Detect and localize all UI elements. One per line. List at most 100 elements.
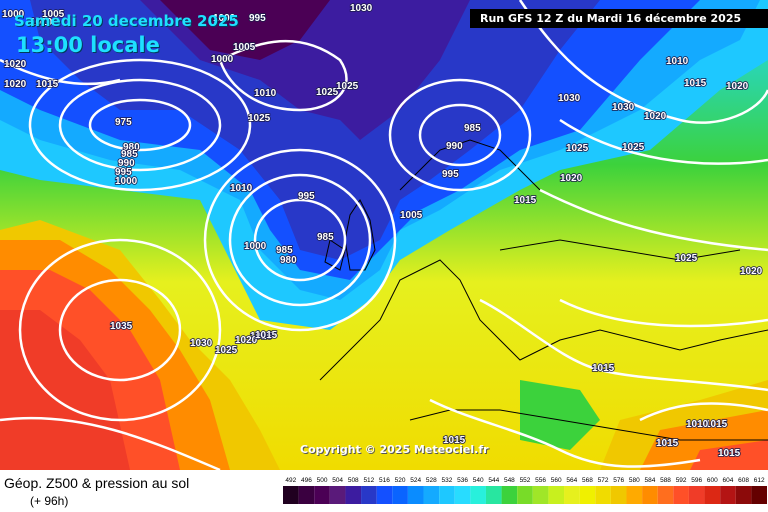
isobar-label: 995 [442, 169, 459, 180]
legend-footer: Géop. Z500 & pression au sol (+ 96h) 492… [0, 470, 768, 512]
isobar-label: 1005 [400, 210, 423, 221]
scale-value-label: 600 [707, 477, 718, 484]
isobar-label: 1020 [4, 59, 27, 70]
scale-swatch [423, 486, 440, 504]
isobar-label: 1020 [4, 79, 27, 90]
isobar-label: 975 [115, 117, 132, 128]
isobar-label: 1015 [443, 435, 466, 446]
scale-value-label: 548 [504, 477, 515, 484]
isobar-label: 1000 [211, 54, 234, 65]
isobar-label: 1025 [336, 81, 359, 92]
scale-swatch [657, 486, 674, 504]
scale-swatch [314, 486, 330, 504]
isobar-label: 1015 [514, 195, 537, 206]
scale-value-label: 604 [723, 477, 734, 484]
scale-swatch [626, 486, 643, 504]
scale-value-label: 612 [754, 477, 765, 484]
forecast-offset: (+ 96h) [30, 494, 69, 508]
scale-swatch [283, 486, 299, 504]
scale-value-label: 508 [348, 477, 359, 484]
scale-swatch [376, 486, 393, 504]
isobar-label: 1015 [36, 79, 59, 90]
scale-swatch [501, 486, 518, 504]
scale-swatch [735, 486, 752, 504]
scale-value-label: 580 [629, 477, 640, 484]
isobar-label: 1030 [558, 93, 581, 104]
isobar-label: 995 [115, 167, 132, 178]
isobar-label: 1025 [675, 253, 698, 264]
isobar-label: 980 [280, 255, 297, 266]
scale-swatch [298, 486, 315, 504]
isobar-label: 1010 [666, 56, 689, 67]
scale-value-label: 588 [660, 477, 671, 484]
scale-value-label: 496 [301, 477, 312, 484]
scale-value-label: 552 [520, 477, 531, 484]
scale-swatch [392, 486, 408, 504]
scale-swatch [673, 486, 689, 504]
isobar-label: 1020 [560, 173, 583, 184]
scale-value-label: 592 [676, 477, 687, 484]
isobar-label: 1015 [250, 331, 273, 342]
scale-value-label: 568 [582, 477, 593, 484]
scale-value-label: 504 [332, 477, 343, 484]
isobar-label: 1010 [30, 17, 53, 28]
isobar-label: 1010 [254, 88, 277, 99]
isobar-label: 1020 [235, 335, 258, 346]
isobar-label: 1015 [255, 330, 278, 341]
isobar-label: 990 [446, 141, 463, 152]
isobar-label: 1000 [2, 9, 25, 20]
isobar-label: 995 [249, 13, 266, 24]
isobar-label: 1020 [644, 111, 667, 122]
scale-value-label: 556 [535, 477, 546, 484]
scale-value-label: 544 [488, 477, 499, 484]
scale-value-label: 516 [379, 477, 390, 484]
isobar-label: 990 [118, 158, 135, 169]
forecast-date: Samedi 20 decembre 2025 [14, 12, 239, 30]
isobar-label: 1000 [213, 13, 236, 24]
scale-value-label: 560 [551, 477, 562, 484]
isobars [0, 0, 768, 470]
scale-swatch [642, 486, 658, 504]
scale-value-label: 584 [644, 477, 655, 484]
isobar-label: 1005 [233, 42, 256, 53]
isobar-label: 1010 [230, 183, 253, 194]
scale-swatch [548, 486, 565, 504]
scale-swatch [407, 486, 424, 504]
scale-value-label: 528 [426, 477, 437, 484]
isobar-label: 1025 [566, 143, 589, 154]
isobar-label: 985 [121, 149, 138, 160]
geopotential-scale: 492 496 500 504 508 512 516 520 524 528 532 536 540 5… [283, 477, 767, 504]
isobar-label: 985 [276, 245, 293, 256]
isobar-label: 1000 [244, 241, 267, 252]
scale-swatch [517, 486, 533, 504]
scale-swatch [751, 486, 767, 504]
isobar-label: 1015 [705, 419, 728, 430]
scale-swatch [704, 486, 721, 504]
isobar-label: 1030 [190, 338, 213, 349]
scale-swatch [329, 486, 346, 504]
isobar-label: 985 [317, 232, 334, 243]
scale-value-label: 512 [363, 477, 374, 484]
scale-swatch [579, 486, 596, 504]
isobar-label: 1020 [726, 81, 749, 92]
scale-swatch [454, 486, 471, 504]
scale-swatch [439, 486, 455, 504]
scale-value-label: 492 [285, 477, 296, 484]
isobar-label: 1025 [622, 142, 645, 153]
scale-swatch [361, 486, 377, 504]
scale-value-label: 536 [457, 477, 468, 484]
geopotential-field [0, 0, 768, 470]
isobar-label: 1015 [718, 448, 741, 459]
scale-swatch [688, 486, 705, 504]
scale-value-label: 572 [598, 477, 609, 484]
isobar-label: 1025 [215, 345, 238, 356]
scale-value-label: 596 [691, 477, 702, 484]
isobar-label: 995 [298, 191, 315, 202]
scale-swatch [345, 486, 362, 504]
isobar-label: 1015 [684, 78, 707, 89]
isobar-label: 1030 [612, 102, 635, 113]
scale-swatch [610, 486, 627, 504]
scale-value-label: 524 [410, 477, 421, 484]
isobar-label: 1025 [248, 113, 271, 124]
